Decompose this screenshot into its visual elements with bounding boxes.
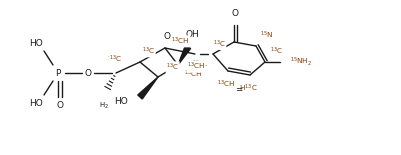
Text: $^{15}$NH$_2$: $^{15}$NH$_2$ <box>290 56 312 68</box>
Text: =: = <box>235 85 243 94</box>
Text: HO: HO <box>29 98 43 108</box>
Text: O: O <box>164 32 170 41</box>
Text: $^{13}$C: $^{13}$C <box>107 55 121 66</box>
Text: O: O <box>85 69 91 78</box>
Text: $^{15}$N: $^{15}$N <box>260 30 273 41</box>
Text: $^{13}$CH: $^{13}$CH <box>184 69 203 80</box>
Text: OH: OH <box>185 30 199 39</box>
Text: $^{13}$C: $^{13}$C <box>270 46 283 57</box>
Text: $^{13}$C: $^{13}$C <box>166 62 179 73</box>
Text: $^{13}$CH: $^{13}$CH <box>217 79 235 90</box>
Text: HO: HO <box>114 97 128 106</box>
Polygon shape <box>178 46 190 65</box>
Text: HO: HO <box>29 38 43 47</box>
Text: $^{13}$C: $^{13}$C <box>142 46 155 57</box>
Text: O: O <box>57 100 63 109</box>
Text: $^{13}$C: $^{13}$C <box>213 38 226 50</box>
Text: $^{13}$C: $^{13}$C <box>109 54 123 65</box>
Text: $^{13}$CH·: $^{13}$CH· <box>186 61 207 72</box>
Text: $^{13}$CH: $^{13}$CH <box>172 36 190 47</box>
Text: $^{15}$N: $^{15}$N <box>192 59 205 70</box>
Text: P: P <box>55 69 61 78</box>
Text: H$_2$: H$_2$ <box>99 101 109 111</box>
Text: H$^{13}$C: H$^{13}$C <box>239 83 257 94</box>
Text: O: O <box>231 9 239 18</box>
Polygon shape <box>138 77 158 99</box>
